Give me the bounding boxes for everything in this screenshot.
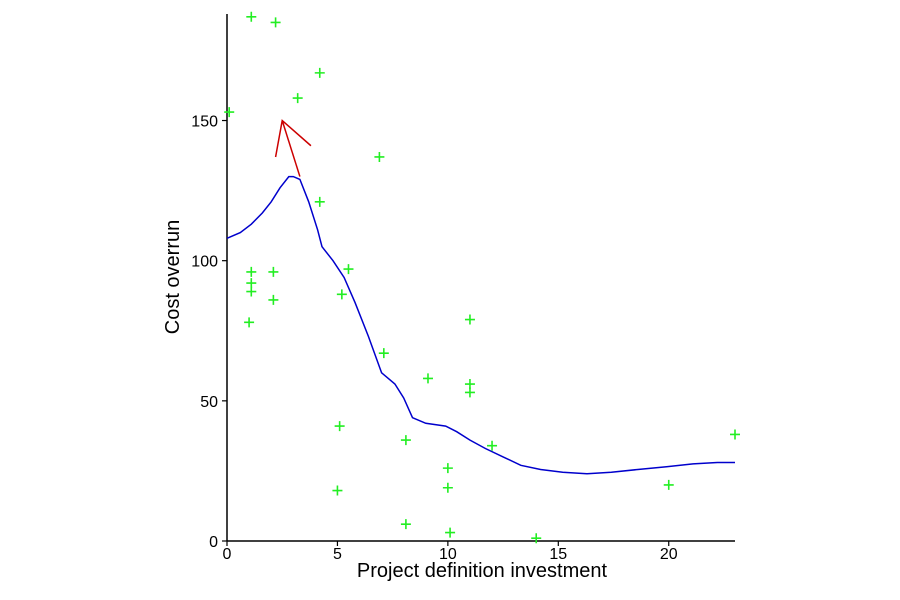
- arrow-head: [274, 119, 312, 158]
- data-point: [343, 264, 354, 275]
- data-point: [400, 435, 411, 446]
- data-point: [224, 107, 235, 118]
- data-point: [334, 421, 345, 432]
- data-point: [374, 151, 385, 162]
- data-point: [246, 278, 257, 289]
- data-point: [246, 286, 257, 297]
- data-point: [336, 289, 347, 300]
- smooth-line: [226, 175, 735, 475]
- arrow-shaft: [281, 120, 301, 177]
- data-point: [400, 519, 411, 530]
- y-axis-label: Cost overrun: [162, 220, 184, 335]
- data-point: [270, 17, 281, 28]
- x-axis-label: Project definition investment: [357, 560, 608, 582]
- data-point: [332, 485, 343, 496]
- y-tick-label: 100: [191, 254, 218, 271]
- y-tick-label: 0: [209, 534, 218, 551]
- y-tick-label: 50: [200, 394, 218, 411]
- data-point: [487, 440, 498, 451]
- data-point: [464, 379, 475, 390]
- y-tick-label: 150: [191, 114, 218, 131]
- data-point: [531, 533, 542, 544]
- plot-area: 0 5 10 15 20 0 50 100 150: [191, 11, 740, 563]
- x-tick-label: 15: [549, 546, 567, 563]
- data-point: [314, 196, 325, 207]
- data-point: [464, 387, 475, 398]
- data-point: [464, 314, 475, 325]
- x-tick-label: 0: [223, 546, 232, 563]
- data-point: [314, 67, 325, 78]
- data-point: [442, 482, 453, 493]
- data-point: [378, 348, 389, 359]
- data-point: [268, 294, 279, 305]
- data-point: [246, 11, 257, 22]
- data-point: [442, 463, 453, 474]
- data-point: [422, 373, 433, 384]
- data-point: [445, 527, 456, 538]
- data-point: [292, 93, 303, 104]
- data-point: [244, 317, 255, 328]
- x-tick-label: 10: [439, 546, 457, 563]
- x-tick-label: 5: [333, 546, 342, 563]
- x-tick-label: 20: [660, 546, 678, 563]
- data-point: [730, 429, 740, 440]
- data-point: [246, 266, 257, 277]
- data-point: [663, 479, 674, 490]
- data-point: [268, 266, 279, 277]
